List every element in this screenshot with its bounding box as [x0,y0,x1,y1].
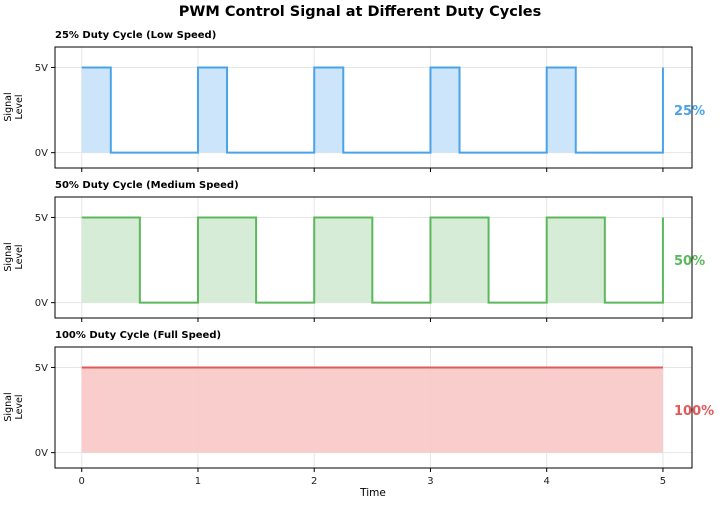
plot-area-25: 0V 5V 25% [35,46,705,172]
panel-100-duty: 100% Duty Cycle (Full Speed) Signal Level… [0,330,720,487]
duty-cycle-label: 25% [674,104,705,119]
x-tick-label: 5 [660,476,666,487]
duty-cycle-label: 100% [674,404,714,419]
x-tick-label: 1 [195,476,201,487]
y-tick-label: 5V [35,213,48,224]
x-tick-label: 4 [544,476,550,487]
chart-title: PWM Control Signal at Different Duty Cyc… [178,4,542,20]
axes-frame [54,46,693,169]
panel-title: 100% Duty Cycle (Full Speed) [55,330,222,341]
y-tick-label: 0V [35,148,48,159]
signal-area [81,367,663,453]
panel-title: 50% Duty Cycle (Medium Speed) [55,180,239,191]
y-tick-label: 0V [35,448,48,459]
x-tick-label: 2 [311,476,317,487]
x-tick-label: 0 [79,476,85,487]
signal-line [81,216,664,304]
plot-area-100: 0V 5V 0 1 2 3 4 5 100% [35,346,714,487]
panel-title: 25% Duty Cycle (Low Speed) [55,30,217,41]
y-tick-label: 0V [35,298,48,309]
axes-frame [54,196,693,319]
plot-area-50: 0V 5V 50% [35,196,705,322]
x-tick-label: 3 [427,476,433,487]
duty-cycle-label: 50% [674,254,705,269]
panel-25-duty: 25% Duty Cycle (Low Speed) Signal Level 0… [0,30,720,180]
x-axis-label: Time [360,487,386,499]
y-tick-label: 5V [35,363,48,374]
y-tick-label: 5V [35,63,48,74]
axes-frame [54,346,693,469]
signal-line [81,66,664,154]
panel-50-duty: 50% Duty Cycle (Medium Speed) Signal Leve… [0,180,720,330]
